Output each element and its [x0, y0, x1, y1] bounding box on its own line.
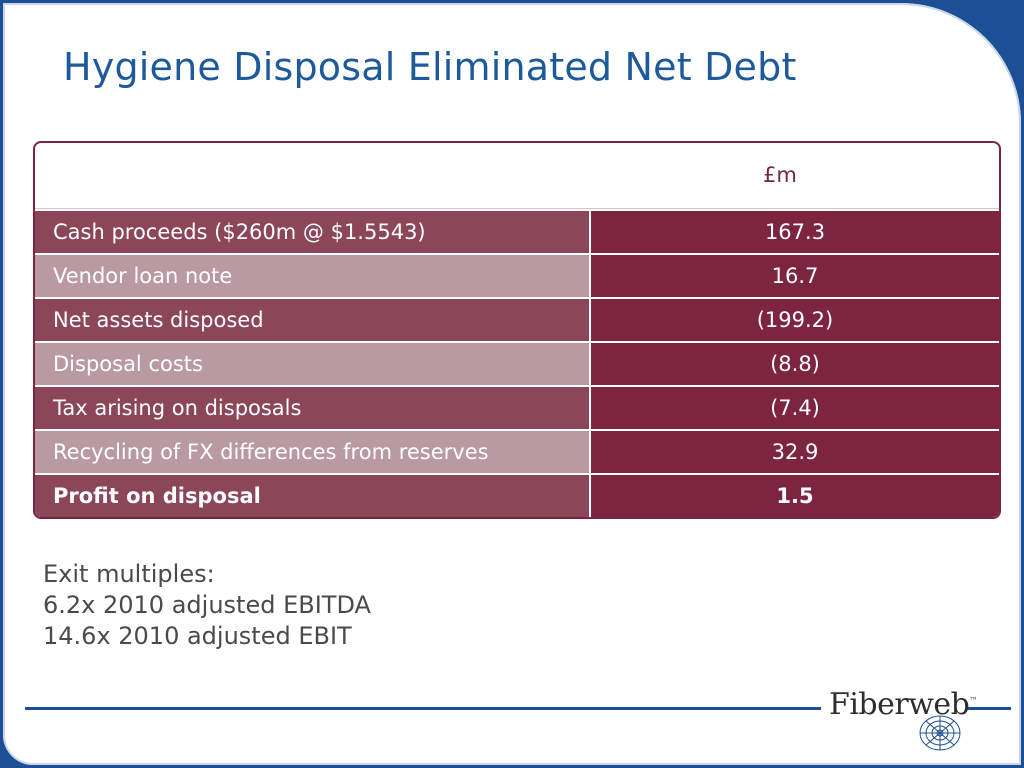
logo-text: Fiberweb™: [829, 687, 977, 722]
row-value: 32.9: [589, 431, 999, 473]
table-header: £m: [35, 143, 999, 209]
unit-header: £m: [763, 163, 797, 187]
footer-divider-left: [25, 707, 821, 710]
fiberweb-logo: Fiberweb™: [829, 687, 977, 755]
row-value: 16.7: [589, 255, 999, 297]
table-row: Net assets disposed (199.2): [35, 297, 999, 341]
row-label: Disposal costs: [35, 343, 589, 385]
disposal-table: £m Cash proceeds ($260m @ $1.5543) 167.3…: [33, 141, 1001, 519]
notes-heading: Exit multiples:: [43, 560, 215, 588]
web-icon: [919, 715, 961, 751]
row-value: (7.4): [589, 387, 999, 429]
table-row: Recycling of FX differences from reserve…: [35, 429, 999, 473]
footer-divider-right: [967, 707, 1011, 710]
total-row: Profit on disposal 1.5: [35, 473, 999, 517]
table-row: Cash proceeds ($260m @ $1.5543) 167.3: [35, 209, 999, 253]
row-label: Net assets disposed: [35, 299, 589, 341]
row-value: 1.5: [589, 475, 999, 517]
row-label: Cash proceeds ($260m @ $1.5543): [35, 211, 589, 253]
slide-title: Hygiene Disposal Eliminated Net Debt: [63, 45, 797, 89]
notes-line: 6.2x 2010 adjusted EBITDA: [43, 591, 371, 619]
row-value: 167.3: [589, 211, 999, 253]
row-label: Tax arising on disposals: [35, 387, 589, 429]
row-label: Recycling of FX differences from reserve…: [35, 431, 589, 473]
row-label: Vendor loan note: [35, 255, 589, 297]
table-row: Vendor loan note 16.7: [35, 253, 999, 297]
table-row: Tax arising on disposals (7.4): [35, 385, 999, 429]
row-value: (8.8): [589, 343, 999, 385]
row-label: Profit on disposal: [35, 475, 589, 517]
table-row: Disposal costs (8.8): [35, 341, 999, 385]
exit-multiples-notes: Exit multiples: 6.2x 2010 adjusted EBITD…: [43, 559, 371, 652]
row-value: (199.2): [589, 299, 999, 341]
slide: Hygiene Disposal Eliminated Net Debt £m …: [3, 3, 1021, 765]
notes-line: 14.6x 2010 adjusted EBIT: [43, 622, 352, 650]
